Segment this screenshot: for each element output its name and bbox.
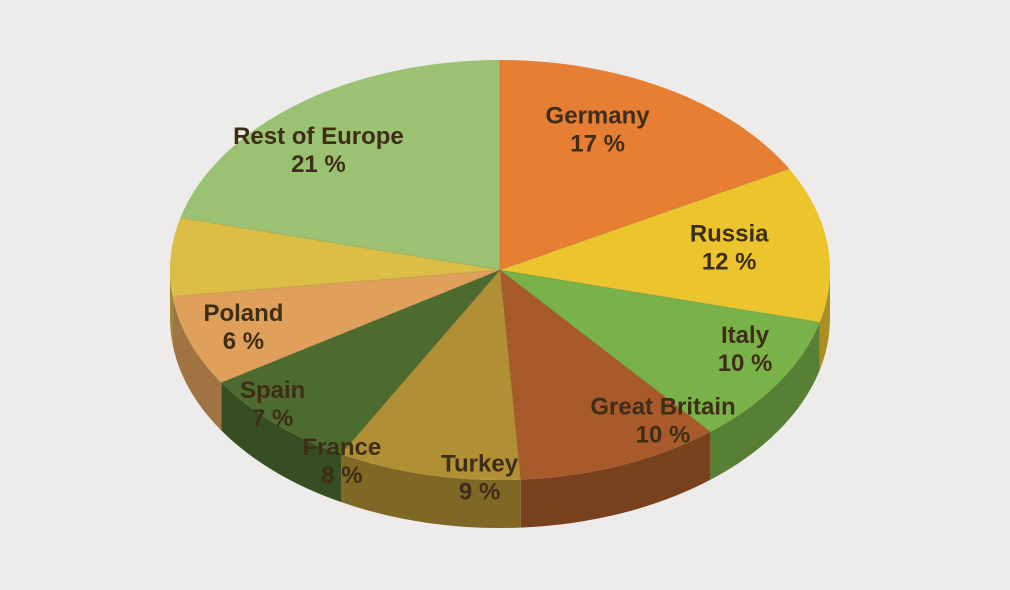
pie-chart-svg: Germany17 %Russia12 %Italy10 %Great Brit… — [0, 0, 1010, 590]
slice-label-name-4: Turkey — [441, 450, 519, 477]
slice-label-name-6: Spain — [240, 377, 305, 404]
slice-label-name-0: Germany — [546, 102, 651, 129]
pie-chart-3d: Germany17 %Russia12 %Italy10 %Great Brit… — [0, 0, 1010, 590]
slice-label-pct-0: 17 % — [570, 130, 625, 157]
slice-label-name-2: Italy — [721, 322, 770, 349]
slice-label-pct-6: 7 % — [252, 405, 293, 432]
slice-label-pct-1: 12 % — [702, 249, 757, 276]
slice-label-pct-4: 9 % — [459, 478, 500, 505]
slice-label-pct-3: 10 % — [636, 422, 691, 449]
slice-label-pct-8: 21 % — [291, 151, 346, 178]
slice-label-name-7: Poland — [203, 300, 283, 327]
slice-label-2: Italy10 % — [718, 322, 773, 377]
slice-label-pct-7: 6 % — [223, 328, 264, 355]
slice-label-name-1: Russia — [690, 221, 769, 248]
slice-label-pct-2: 10 % — [718, 350, 773, 377]
slice-label-pct-5: 8 % — [321, 462, 362, 489]
slice-label-name-3: Great Britain — [590, 394, 735, 421]
slice-label-name-5: France — [303, 434, 382, 461]
slice-label-name-8: Rest of Europe — [233, 123, 404, 150]
